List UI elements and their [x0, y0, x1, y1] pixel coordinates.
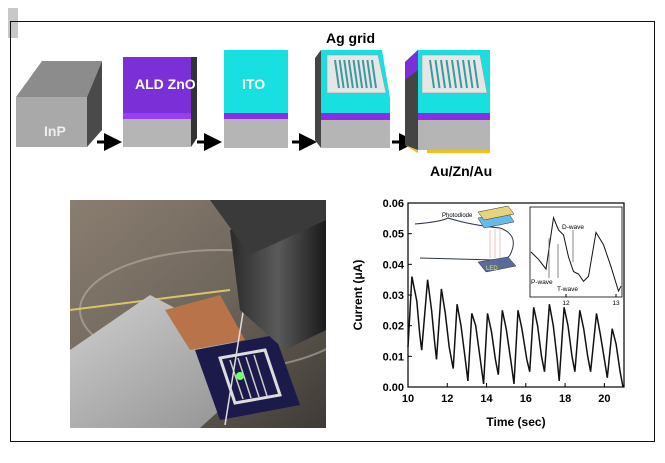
grid-finger	[445, 59, 452, 89]
d-wave-label: D-wave	[562, 224, 584, 231]
corner-tab	[8, 8, 18, 38]
x-axis-label: Time (sec)	[486, 415, 545, 429]
inset-plot-area	[529, 206, 623, 298]
inp-block: InP	[16, 61, 102, 147]
ito-label: ITO	[242, 76, 265, 92]
ag-grid-block: Ag grid	[315, 30, 390, 148]
y-axis-label: Current (μA)	[351, 260, 365, 331]
completed-device-block: Au/Zn/Au	[405, 50, 492, 179]
led-label: LED	[486, 266, 498, 272]
photodiode-label: Photodiode	[442, 213, 473, 219]
ag-grid-label: Ag grid	[326, 30, 375, 46]
y-tick-label: 0.02	[383, 321, 404, 333]
x-tick-label: 16	[520, 393, 532, 405]
grid-finger	[361, 59, 368, 89]
y-tick-label: 0.00	[383, 382, 404, 394]
device-grid	[218, 348, 282, 405]
x-tick-label: 10	[402, 393, 414, 405]
x-tick-label: 18	[559, 393, 571, 405]
grid-finger	[440, 59, 446, 89]
series-line	[407, 276, 624, 388]
p-wave-label: P-wave	[531, 279, 553, 286]
y-tick-label: 0.06	[383, 198, 404, 210]
x-tick-label: 20	[598, 393, 610, 405]
grid-finger	[473, 59, 479, 89]
grid-finger	[429, 59, 435, 89]
grid-finger	[456, 59, 463, 89]
figure-frame	[10, 21, 655, 442]
x-tick-label: 14	[480, 393, 493, 405]
grid-finger	[334, 59, 340, 89]
grid-finger	[434, 59, 441, 89]
grid-finger	[347, 59, 354, 89]
ito-block: ITO	[224, 50, 288, 148]
grid-finger	[451, 59, 457, 89]
grid-finger	[462, 59, 468, 89]
device-photo	[70, 200, 326, 428]
zno-label: ALD ZnO	[135, 76, 196, 92]
ag-grid-fingers	[429, 59, 479, 89]
t-wave-label: T-wave	[557, 286, 578, 293]
x-tick-label: 12	[441, 393, 453, 405]
inset-x-tick-label: 12	[562, 300, 570, 307]
ag-grid-fingers	[334, 59, 377, 89]
fabrication-process-diagram: InP ALD ZnO ITO Ag grid	[16, 30, 492, 179]
y-tick-label: 0.04	[383, 259, 405, 271]
inset-x-tick-label: 13	[612, 300, 620, 307]
inp-label: InP	[44, 123, 66, 139]
y-tick-label: 0.05	[383, 229, 404, 241]
au-zn-au-label: Au/Zn/Au	[430, 163, 492, 179]
zno-block: ALD ZnO	[123, 57, 197, 147]
inset-series-line	[530, 215, 622, 293]
inset-annotations	[548, 230, 574, 278]
grid-finger	[343, 59, 350, 89]
photodiode-schematic: Photodiode LED	[414, 205, 517, 273]
grid-finger	[352, 59, 359, 89]
grid-finger	[338, 59, 345, 89]
grid-finger	[371, 59, 377, 89]
grid-finger	[357, 59, 364, 89]
y-tick-label: 0.01	[383, 351, 404, 363]
y-tick-label: 0.03	[383, 290, 404, 302]
grid-finger	[366, 59, 373, 89]
grid-finger	[467, 59, 474, 89]
